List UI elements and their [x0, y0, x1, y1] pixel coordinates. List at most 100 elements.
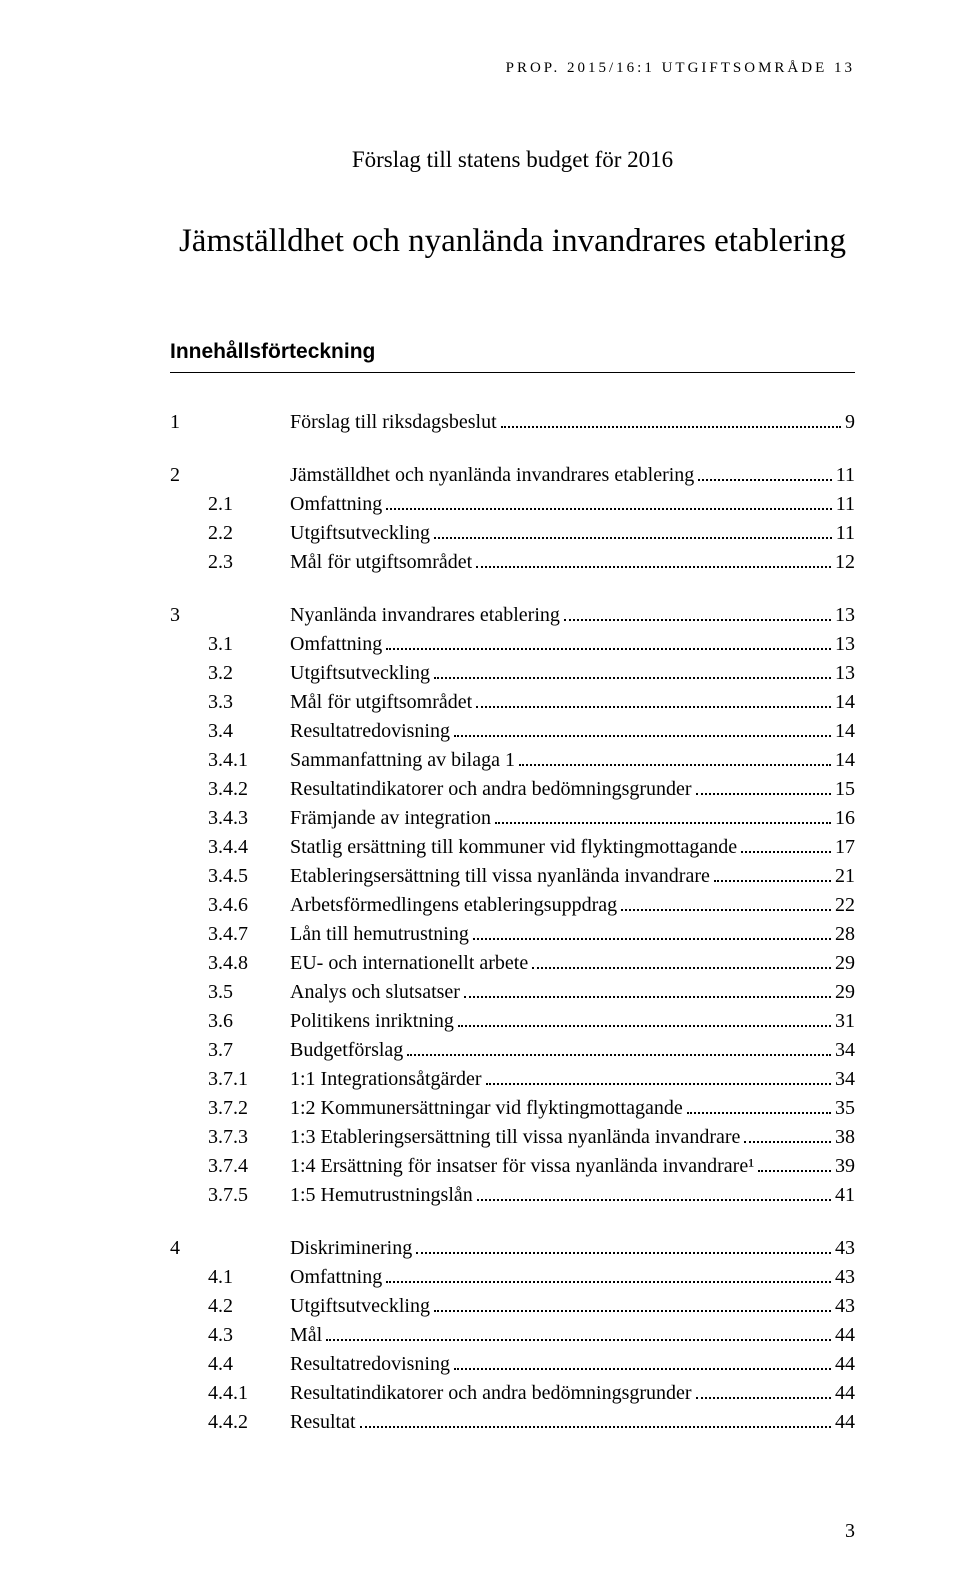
toc-entry-page: 39 [835, 1152, 855, 1181]
toc-leader-dots [698, 479, 831, 481]
toc-entry-page: 29 [835, 949, 855, 978]
running-head: PROP. 2015/16:1 UTGIFTSOMRÅDE 13 [170, 60, 855, 77]
toc-entry-title: Budgetförslag [290, 1036, 403, 1065]
toc-entry-title: Resultat [290, 1408, 356, 1437]
toc-leader-dots [564, 619, 831, 621]
toc-entry-number: 4.2 [208, 1292, 290, 1321]
toc-leader-dots [360, 1426, 831, 1428]
toc-chapter-number: 3 [170, 601, 208, 630]
toc-entry-page: 43 [835, 1292, 855, 1321]
toc-entry-title: Nyanlända invandrares etablering [290, 601, 560, 630]
toc-entry-number: 3.4.1 [208, 746, 290, 775]
toc-entry-title: Politikens inriktning [290, 1007, 454, 1036]
toc-entry-number: 3.7.5 [208, 1181, 290, 1210]
toc-leader-dots [458, 1025, 831, 1027]
toc-row: 2.1Omfattning11 [170, 490, 855, 519]
toc-entry-number: 3.7.4 [208, 1152, 290, 1181]
toc-entry-number: 2.1 [208, 490, 290, 519]
toc-row: 4.4Resultatredovisning 44 [170, 1350, 855, 1379]
toc-entry-number: 4.4.1 [208, 1379, 290, 1408]
toc-leader-dots [758, 1170, 831, 1172]
toc-row: 3.7.31:3 Etableringsersättning till viss… [170, 1123, 855, 1152]
toc-entry-number: 3.6 [208, 1007, 290, 1036]
toc-entry-title: 1:4 Ersättning för insatser för vissa ny… [290, 1152, 754, 1181]
toc-row: 4.4.1Resultatindikatorer och andra bedöm… [170, 1379, 855, 1408]
toc-entry-number: 3.4.2 [208, 775, 290, 804]
toc-entry-title: Resultatredovisning [290, 1350, 450, 1379]
toc-leader-dots [476, 706, 831, 708]
toc-entry-number: 3.7.1 [208, 1065, 290, 1094]
toc-leader-dots [621, 909, 831, 911]
toc-entry-page: 28 [835, 920, 855, 949]
toc-row: 3.6Politikens inriktning 31 [170, 1007, 855, 1036]
toc-entry-title: Resultatredovisning [290, 717, 450, 746]
toc-entry-title: Sammanfattning av bilaga 1 [290, 746, 515, 775]
toc-row: 4.2Utgiftsutveckling 43 [170, 1292, 855, 1321]
toc-row: 3.4.7Lån till hemutrustning28 [170, 920, 855, 949]
toc-row: 2.3Mål för utgiftsområdet12 [170, 548, 855, 577]
toc-leader-dots [473, 938, 831, 940]
toc-entry-page: 13 [835, 659, 855, 688]
toc-leader-dots [476, 566, 831, 568]
toc-entry-page: 44 [835, 1350, 855, 1379]
toc-entry-title: 1:3 Etableringsersättning till vissa nya… [290, 1123, 740, 1152]
toc-entry-title: Analys och slutsatser [290, 978, 460, 1007]
toc-entry-number: 2.2 [208, 519, 290, 548]
toc-row: 1Förslag till riksdagsbeslut9 [170, 408, 855, 437]
toc-leader-dots [454, 1368, 831, 1370]
toc-entry-title: Omfattning [290, 630, 382, 659]
toc-entry-title: Omfattning [290, 1263, 382, 1292]
toc-entry-title: Resultatindikatorer och andra bedömnings… [290, 1379, 692, 1408]
toc-entry-title: Diskriminering [290, 1234, 412, 1263]
toc-row: 4.1Omfattning43 [170, 1263, 855, 1292]
toc-leader-dots [434, 1310, 831, 1312]
toc-entry-title: Utgiftsutveckling [290, 659, 430, 688]
toc-row: 3.4.1Sammanfattning av bilaga 114 [170, 746, 855, 775]
toc-entry-number: 4.4 [208, 1350, 290, 1379]
toc-entry-page: 13 [835, 630, 855, 659]
toc-entry-page: 34 [835, 1065, 855, 1094]
toc-entry-page: 14 [835, 688, 855, 717]
toc-entry-number: 3.4.7 [208, 920, 290, 949]
toc-leader-dots [386, 1281, 831, 1283]
toc-entry-number: 3.4.6 [208, 891, 290, 920]
toc-row: 2.2Utgiftsutveckling11 [170, 519, 855, 548]
toc-entry-number: 4.4.2 [208, 1408, 290, 1437]
toc-section: 3Nyanlända invandrares etablering133.1Om… [170, 601, 855, 1210]
toc-row: 3.7.51:5 Hemutrustningslån41 [170, 1181, 855, 1210]
toc-entry-page: 11 [836, 519, 855, 548]
toc-entry-page: 44 [835, 1408, 855, 1437]
toc-leader-dots [501, 426, 841, 428]
toc-section: 4Diskriminering434.1Omfattning434.2Utgif… [170, 1234, 855, 1437]
toc-row: 4.4.2Resultat 44 [170, 1408, 855, 1437]
toc-row: 3.3Mål för utgiftsområdet14 [170, 688, 855, 717]
toc-entry-title: EU- och internationellt arbete [290, 949, 528, 978]
toc-entry-page: 29 [835, 978, 855, 1007]
toc-entry-title: Omfattning [290, 490, 382, 519]
toc-entry-number: 3.2 [208, 659, 290, 688]
toc-entry-page: 41 [835, 1181, 855, 1210]
toc-entry-number: 3.3 [208, 688, 290, 717]
toc-leader-dots [416, 1252, 831, 1254]
toc-leader-dots [495, 822, 831, 824]
toc-section: 2Jämställdhet och nyanlända invandrares … [170, 461, 855, 577]
toc-leader-dots [741, 851, 831, 853]
toc-leader-dots [696, 1397, 831, 1399]
toc-entry-number: 3.7 [208, 1036, 290, 1065]
toc-entry-title: 1:2 Kommunersättningar vid flyktingmotta… [290, 1094, 683, 1123]
toc-entry-number: 4.3 [208, 1321, 290, 1350]
toc-leader-dots [486, 1083, 831, 1085]
toc-entry-page: 11 [836, 461, 855, 490]
toc-entry-page: 15 [835, 775, 855, 804]
toc-leader-dots [326, 1339, 831, 1341]
toc-row: 3 Nyanlända invandrares etablering 13 [170, 601, 855, 630]
toc-entry-page: 17 [835, 833, 855, 862]
toc-leader-dots [532, 967, 831, 969]
toc-entry-number: 3.4 [208, 717, 290, 746]
toc-entry-page: 31 [835, 1007, 855, 1036]
toc-leader-dots [386, 508, 832, 510]
toc-entry-title: Utgiftsutveckling [290, 1292, 430, 1321]
toc-entry-page: 13 [835, 601, 855, 630]
toc-entry-title: Statlig ersättning till kommuner vid fly… [290, 833, 737, 862]
toc-row: 3.7.11:1 Integrationsåtgärder34 [170, 1065, 855, 1094]
